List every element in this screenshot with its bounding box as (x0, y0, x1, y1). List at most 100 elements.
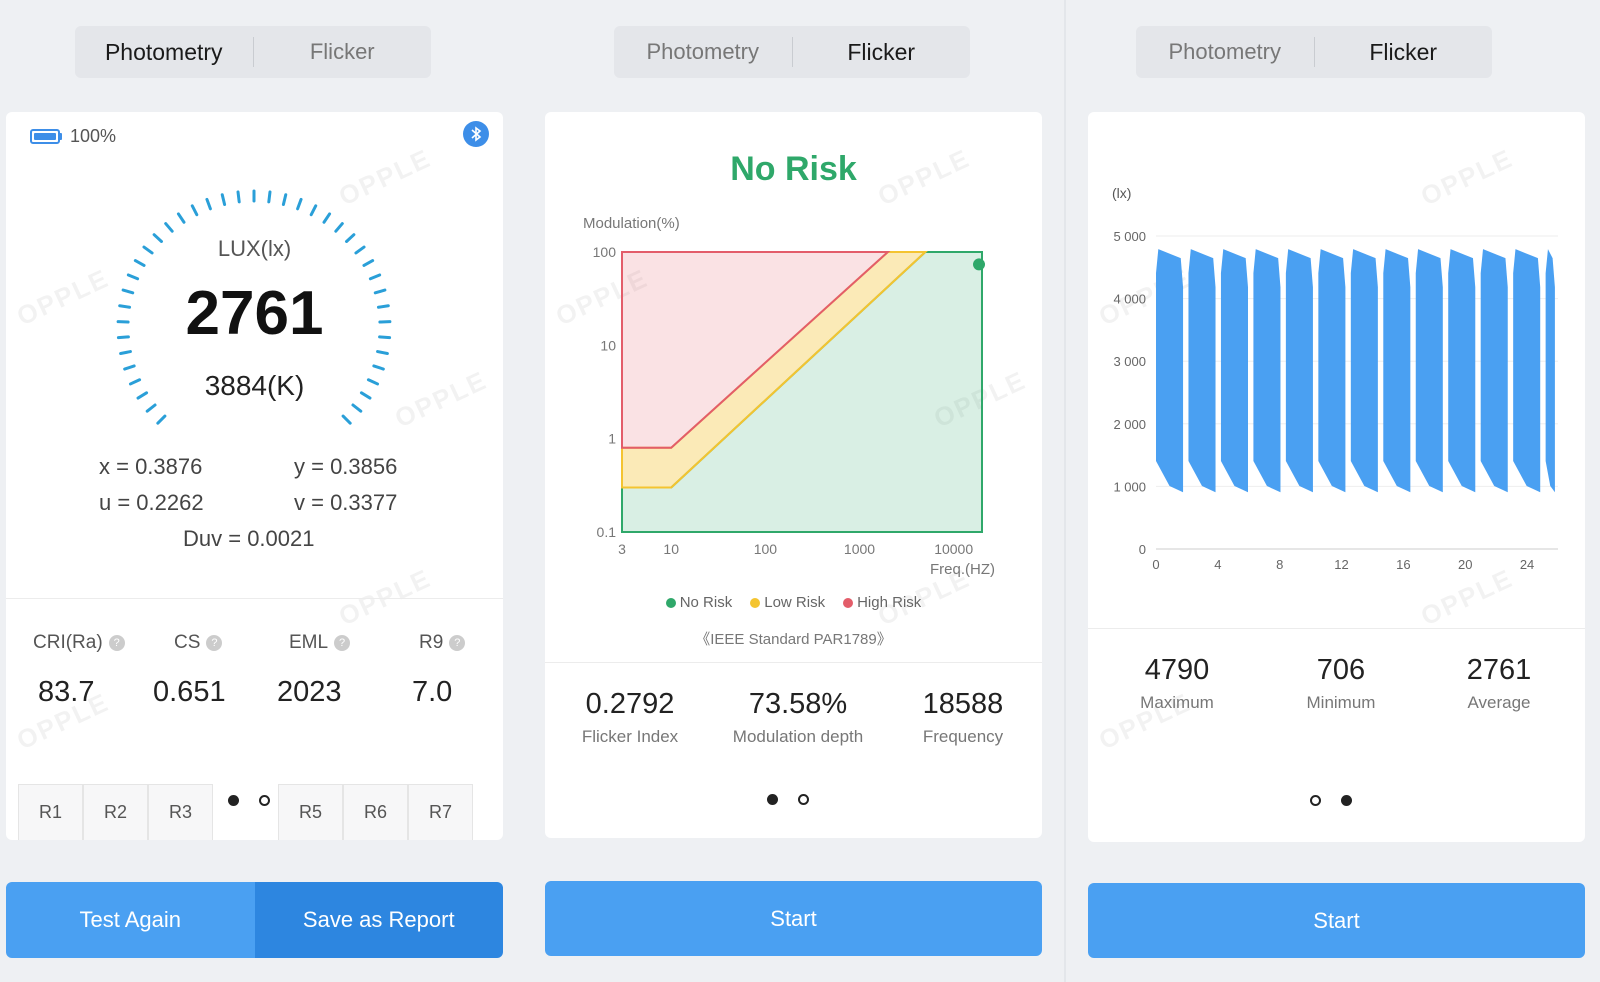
tab-photometry[interactable]: Photometry (104, 39, 223, 65)
gauge-tick (123, 364, 136, 371)
stat-modulation-depth: 73.58% Modulation depth (713, 688, 883, 747)
stat-value: 4790 (1144, 654, 1210, 686)
y-tick-label: 4 000 (1113, 292, 1146, 307)
page-indicator[interactable] (1310, 795, 1352, 806)
gauge-tick (116, 335, 130, 340)
r-cell-hidden (213, 784, 278, 840)
lux-label: LUX(lx) (217, 236, 292, 261)
gauge-tick (368, 273, 382, 281)
x-tick-label: 4 (1214, 557, 1221, 572)
photometry-panel: Photometry Flicker OPPLE OPPLE OPPLE OPP… (0, 0, 532, 982)
y-tick-label: 2 000 (1113, 417, 1146, 432)
divider (545, 662, 1042, 663)
waveform-pulse (1318, 249, 1346, 493)
help-icon[interactable]: ? (334, 635, 351, 651)
action-buttons: Test Again Save as Report (6, 882, 503, 958)
battery-indicator: 100% (30, 126, 116, 147)
waveform-pulse (1383, 249, 1411, 493)
stat-label: Flicker Index (581, 727, 679, 746)
help-icon[interactable]: ? (206, 635, 223, 651)
legend-label: Low Risk (764, 594, 826, 611)
gauge-tick (136, 391, 149, 400)
waveform-pulse (1448, 249, 1476, 493)
legend-label: High Risk (857, 594, 922, 611)
page-dot-active[interactable] (228, 795, 239, 806)
page-dot-active[interactable] (767, 794, 778, 805)
start-button[interactable]: Start (1088, 883, 1585, 958)
metric-cs-label: CS? (174, 632, 223, 654)
gauge-tick (309, 204, 318, 217)
gauge-tick (126, 273, 140, 281)
flicker-wave-panel: Photometry Flicker OPPLE OPPLE OPPLE OPP… (1064, 0, 1600, 982)
x-tick-label: 8 (1276, 557, 1283, 572)
gauge-tick (378, 335, 392, 340)
metric-label: CS (174, 632, 201, 653)
tab-flicker[interactable]: Flicker (1369, 39, 1438, 65)
page-dot[interactable] (1310, 795, 1321, 806)
legend-high-risk: High Risk (843, 594, 921, 611)
gauge-tick (119, 350, 132, 356)
r-cell[interactable]: R3 (148, 784, 213, 840)
metric-r9-value: 7.0 (412, 676, 453, 708)
page-dot-active[interactable] (1341, 795, 1352, 806)
metric-label: CRI(Ra) (33, 632, 103, 653)
high-risk-region (621, 251, 891, 449)
gauge-tick (366, 378, 380, 386)
tab-flicker[interactable]: Flicker (847, 39, 916, 65)
waveform-pulse (1253, 249, 1281, 493)
stat-label: Minimum (1306, 693, 1376, 712)
tab-flicker[interactable]: Flicker (309, 39, 375, 64)
gauge-tick (142, 245, 154, 255)
page-dot[interactable] (798, 794, 809, 805)
gauge-tick (359, 391, 372, 400)
page-dot[interactable] (259, 795, 270, 806)
tab-photometry[interactable]: Photometry (1168, 39, 1282, 64)
gauge-tick (373, 288, 387, 295)
stat-label: Average (1467, 693, 1531, 712)
metric-label: EML (289, 632, 329, 653)
page-indicator[interactable] (767, 794, 809, 805)
r-cell[interactable]: R6 (343, 784, 408, 840)
gauge-tick (133, 259, 146, 267)
start-button[interactable]: Start (545, 881, 1042, 956)
r-cell[interactable]: R7 (408, 784, 473, 840)
x-tick-label: 10 (663, 541, 679, 557)
x-tick-label: 100 (754, 541, 778, 557)
help-icon[interactable]: ? (108, 635, 125, 651)
waveform-pulse (1350, 249, 1378, 493)
waveform-pulse (1480, 249, 1508, 493)
gauge-tick (190, 204, 199, 217)
gauge-tick (118, 304, 132, 309)
test-again-button[interactable]: Test Again (6, 882, 255, 958)
x-tick-label: 3 (618, 541, 626, 557)
chromaticity-u: u = 0.2262 (99, 490, 204, 515)
metric-r9-label: R9? (419, 632, 466, 654)
page-indicator[interactable] (228, 795, 270, 806)
legend-no-risk: No Risk (665, 594, 733, 611)
gauge-tick (345, 233, 356, 243)
waveform-pulse (1188, 249, 1216, 493)
y-axis-label: Modulation(%) (583, 215, 680, 232)
save-report-button[interactable]: Save as Report (254, 882, 503, 958)
risk-status: No Risk (730, 150, 857, 188)
r-cell[interactable]: R5 (278, 784, 343, 840)
tab-photometry[interactable]: Photometry (646, 39, 760, 64)
y-tick-label: 5 000 (1113, 229, 1146, 244)
legend-label: No Risk (679, 594, 733, 611)
r-cell[interactable]: R1 (18, 784, 83, 840)
r-cell[interactable]: R2 (83, 784, 148, 840)
gauge-tick (152, 233, 163, 243)
divider (6, 598, 503, 599)
gauge-tick (128, 378, 142, 386)
lux-value: 2761 (185, 279, 324, 348)
help-icon[interactable]: ? (449, 635, 466, 651)
waveform-pulse (1156, 249, 1184, 493)
waveform-pulse (1513, 249, 1541, 493)
chromaticity-x: x = 0.3876 (99, 454, 203, 479)
metric-cs-value: 0.651 (153, 676, 226, 708)
tab-separator (791, 37, 793, 67)
y-tick-label: 1 (608, 431, 616, 447)
gauge-tick (351, 403, 363, 413)
bluetooth-icon[interactable] (463, 121, 489, 147)
r-values-strip[interactable]: R1 R2 R3 R5 R6 R7 (18, 784, 474, 840)
